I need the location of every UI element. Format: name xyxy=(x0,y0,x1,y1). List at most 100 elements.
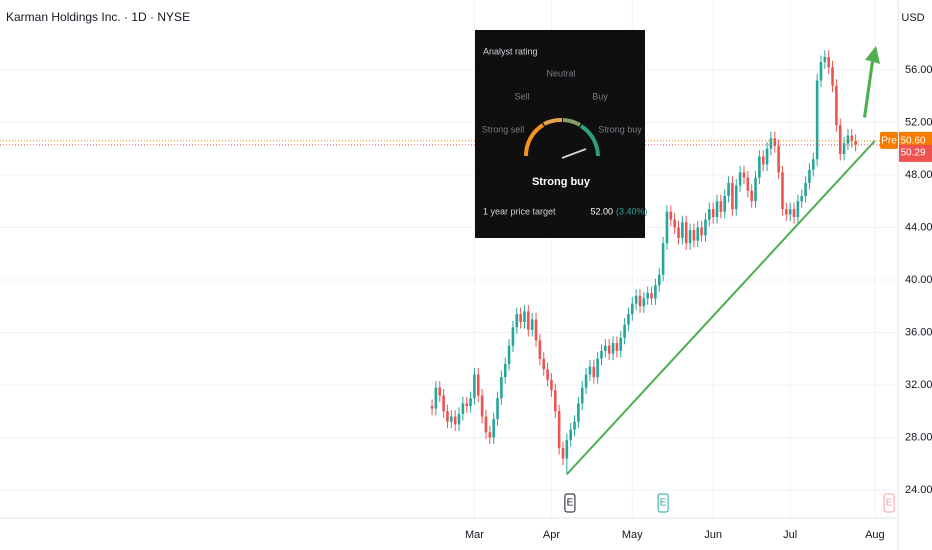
candle-body xyxy=(696,227,700,241)
candle-body xyxy=(781,172,784,210)
target-label: 1 year price target xyxy=(483,206,556,216)
candle-body xyxy=(846,135,850,144)
candle-body xyxy=(738,172,742,186)
candle-body xyxy=(642,298,646,307)
x-tick-label: Mar xyxy=(465,529,484,541)
candle-body xyxy=(692,230,696,241)
candle-body xyxy=(600,350,603,359)
candle-body xyxy=(527,311,530,330)
y-tick-label: 28.00 xyxy=(905,431,932,443)
candle-body xyxy=(461,403,465,414)
candle-body xyxy=(515,314,519,328)
candle-body xyxy=(700,227,703,236)
x-tick-label: Aug xyxy=(865,529,885,541)
candle-body xyxy=(596,358,599,378)
target-change: (3.40%) xyxy=(616,206,648,216)
gauge-label: Sell xyxy=(514,91,529,101)
gauge-arc xyxy=(523,123,545,157)
candle-body xyxy=(650,293,653,299)
candle-body xyxy=(457,413,461,425)
candle-body xyxy=(704,219,707,236)
candle-body xyxy=(750,190,753,202)
candle-body xyxy=(615,343,619,351)
candle-body xyxy=(727,182,730,196)
candle-body xyxy=(842,143,846,154)
candle-body xyxy=(592,366,596,378)
candle-body xyxy=(773,138,777,147)
candle-body xyxy=(530,319,534,330)
candle-body xyxy=(453,416,457,425)
candle-body xyxy=(557,411,561,449)
candle-body xyxy=(584,374,588,388)
candle-body xyxy=(761,156,765,165)
candle-body xyxy=(577,403,580,422)
candle-body xyxy=(619,337,623,351)
candle-body xyxy=(785,209,788,215)
x-tick-label: Apr xyxy=(543,529,560,541)
candle-body xyxy=(819,62,823,81)
candle-body xyxy=(434,387,438,409)
earnings-marker xyxy=(564,493,576,513)
candle-body xyxy=(654,285,657,299)
candle-body xyxy=(715,201,719,217)
target-value: 52.00 xyxy=(590,206,613,216)
candle-body xyxy=(673,219,676,228)
candle-body xyxy=(661,243,665,275)
candle-body xyxy=(630,303,634,315)
marks xyxy=(0,50,898,475)
candle-body xyxy=(665,211,669,244)
candle-body xyxy=(754,177,757,202)
candle-body xyxy=(684,222,688,244)
candle-body xyxy=(484,416,488,433)
chart-title: Karman Holdings Inc. · 1D · NYSE xyxy=(6,10,190,24)
candle-body xyxy=(758,156,761,178)
candle-body xyxy=(850,135,854,141)
candle-body xyxy=(450,416,453,422)
candle-body xyxy=(500,377,503,399)
earnings-label: E xyxy=(660,498,667,509)
gauge-label: Strong buy xyxy=(598,124,642,134)
panel-title: Analyst rating xyxy=(483,46,538,56)
candle-body xyxy=(831,67,834,86)
candle-body xyxy=(765,148,769,165)
candle-body xyxy=(523,311,526,323)
arrow-annotation xyxy=(863,46,880,118)
candle-body xyxy=(827,56,830,68)
candle-body xyxy=(507,345,511,365)
y-tick-label: 52.00 xyxy=(905,116,932,128)
candle-body xyxy=(669,211,673,220)
candle-body xyxy=(542,358,546,370)
candle-body xyxy=(657,274,661,286)
candle-body xyxy=(808,169,811,183)
candle-body xyxy=(580,387,584,404)
gauge-arc xyxy=(579,124,600,157)
candle-body xyxy=(503,364,507,378)
candle-body xyxy=(604,345,607,351)
candle-body xyxy=(573,421,576,430)
candle-body xyxy=(638,295,642,307)
candle-body xyxy=(792,209,796,217)
candle-body xyxy=(854,140,857,145)
candle-body xyxy=(488,432,492,438)
candle-body xyxy=(438,387,442,396)
pre-price-tag xyxy=(899,131,932,149)
candle-body xyxy=(607,345,611,354)
candle-body xyxy=(719,201,723,212)
earnings-label: E xyxy=(567,498,574,509)
candle-body xyxy=(835,85,838,126)
candle-body xyxy=(473,374,476,399)
gauge-label: Neutral xyxy=(546,68,575,78)
gauge-needle xyxy=(561,148,587,159)
gauge-label: Strong sell xyxy=(482,124,525,134)
candle-body xyxy=(588,366,592,375)
candle-body xyxy=(476,374,480,396)
candle-body xyxy=(469,398,472,407)
candle-body xyxy=(550,379,553,391)
candle-body xyxy=(634,295,638,304)
x-tick-label: May xyxy=(622,529,643,541)
y-tick-label: 56.00 xyxy=(905,64,932,76)
y-tick-label: 40.00 xyxy=(905,274,932,286)
candle-body xyxy=(496,398,499,420)
candle-body xyxy=(742,172,746,178)
